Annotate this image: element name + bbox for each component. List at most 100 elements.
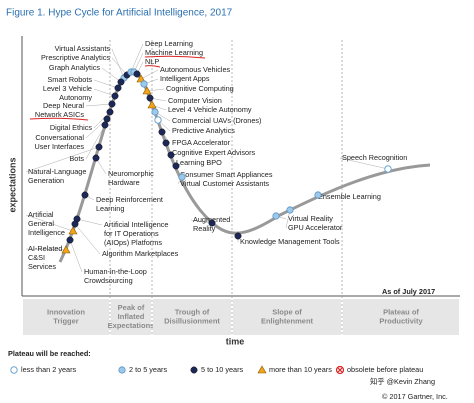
node-marker <box>208 219 216 227</box>
phase-label: Slope of <box>272 307 302 316</box>
connector <box>140 69 159 80</box>
node-marker <box>154 116 162 124</box>
node-label: Autonomy <box>59 93 92 102</box>
node-label: FPGA Accelerator <box>172 138 231 147</box>
node-label: Intelligent Apps <box>160 74 210 83</box>
node-label: Ensemble Learning <box>318 192 381 201</box>
node-label: User Interfaces <box>35 142 85 151</box>
node-marker <box>136 74 146 83</box>
node-label: AI-Related <box>28 244 62 253</box>
phase-label: Innovation <box>47 307 85 316</box>
connector <box>130 43 144 73</box>
node-label: Artificial <box>28 210 54 219</box>
legend-marker <box>190 366 198 374</box>
connector <box>85 124 106 160</box>
node-label: Learning BPO <box>176 158 222 167</box>
phase-label: Inflated <box>118 312 145 321</box>
node-label: Reality <box>193 224 216 233</box>
node-marker <box>158 128 166 136</box>
connector <box>190 219 213 224</box>
node-label: Consumer Smart Appliances <box>180 170 273 179</box>
node-marker <box>71 220 79 228</box>
node-marker <box>151 108 159 116</box>
legend-marker <box>257 365 267 374</box>
node-label: Machine Learning <box>145 48 203 57</box>
phase-label: Productivity <box>379 316 423 325</box>
connector <box>85 103 113 107</box>
node-marker <box>172 162 180 170</box>
node-label: Computer Vision <box>168 96 222 105</box>
phase-band <box>111 299 151 335</box>
as-of: As of July 2017 <box>382 287 435 296</box>
connector <box>339 157 389 170</box>
node-marker <box>178 173 186 181</box>
node-label: Learning <box>96 204 124 213</box>
legend-marker <box>335 365 345 375</box>
node-marker <box>167 151 175 159</box>
node-marker <box>146 94 154 102</box>
node-label: Graph Analytics <box>49 63 100 72</box>
node-label: Virtual Customer Assistants <box>180 179 269 188</box>
legend-marker <box>118 366 126 374</box>
node-label: C&SI <box>28 253 45 262</box>
node-marker <box>111 92 119 100</box>
node-label: Natural-Language <box>28 167 86 176</box>
node-marker <box>103 115 111 123</box>
underline <box>144 55 206 59</box>
node-marker <box>92 154 100 162</box>
node-marker <box>68 226 78 235</box>
underline <box>29 117 89 121</box>
connector <box>25 146 100 173</box>
phase-label: Expectations <box>108 321 155 330</box>
node-label: Knowledge Management Tools <box>240 237 340 246</box>
connector <box>93 79 119 89</box>
phase-label: Disillusionment <box>164 316 220 325</box>
phase-label: Enlightenment <box>261 316 314 325</box>
node-marker <box>133 70 141 78</box>
phase-band <box>233 299 341 335</box>
node-label: NLP <box>145 57 159 66</box>
legend-label: 5 to 10 years <box>201 365 244 374</box>
node-label: Services <box>28 262 56 271</box>
legend-label: 2 to 5 years <box>129 365 167 374</box>
node-label: Network ASICs <box>35 110 84 119</box>
legend-label: more than 10 years <box>269 365 332 374</box>
node-label: Virtual Assistants <box>55 44 111 53</box>
phase-label: Peak of <box>118 303 145 312</box>
node-label: Deep Reinforcement <box>96 195 163 204</box>
phase-band <box>23 299 109 335</box>
node-label: Algorithm Marketplaces <box>102 249 179 258</box>
node-marker <box>140 80 148 88</box>
phase-label: Plateau of <box>383 307 419 316</box>
node-label: Cognitive Expert Advisors <box>172 148 255 157</box>
phase-band <box>153 299 231 335</box>
node-marker <box>272 212 280 220</box>
connector <box>76 218 103 226</box>
node-marker <box>384 165 392 173</box>
copyright: © 2017 Gartner, Inc. <box>382 392 448 401</box>
connector <box>93 111 111 129</box>
node-marker <box>162 139 170 147</box>
connector <box>93 88 116 97</box>
node-label: Level 3 Vehicle <box>43 84 92 93</box>
node-marker <box>234 232 242 240</box>
node-marker <box>147 100 157 109</box>
node-marker <box>142 86 152 95</box>
marker-cross <box>337 367 343 373</box>
connector <box>111 48 125 79</box>
y-axis-label: expectations <box>7 157 17 212</box>
node-label: (AIOps) Platforms <box>104 238 162 247</box>
connector <box>74 223 101 255</box>
node-marker <box>106 108 114 116</box>
node-label: Virtual Reality <box>288 214 333 223</box>
node-label: Neuromorphic <box>108 169 154 178</box>
node-label: Speech Recognition <box>342 153 407 162</box>
node-label: General <box>28 219 54 228</box>
node-label: Human-in-the-Loop <box>84 267 147 276</box>
connector <box>111 57 128 76</box>
node-label: GPU Accelerator <box>288 223 343 232</box>
legend-marker <box>10 366 18 374</box>
node-label: Autonomous Vehicles <box>160 65 231 74</box>
